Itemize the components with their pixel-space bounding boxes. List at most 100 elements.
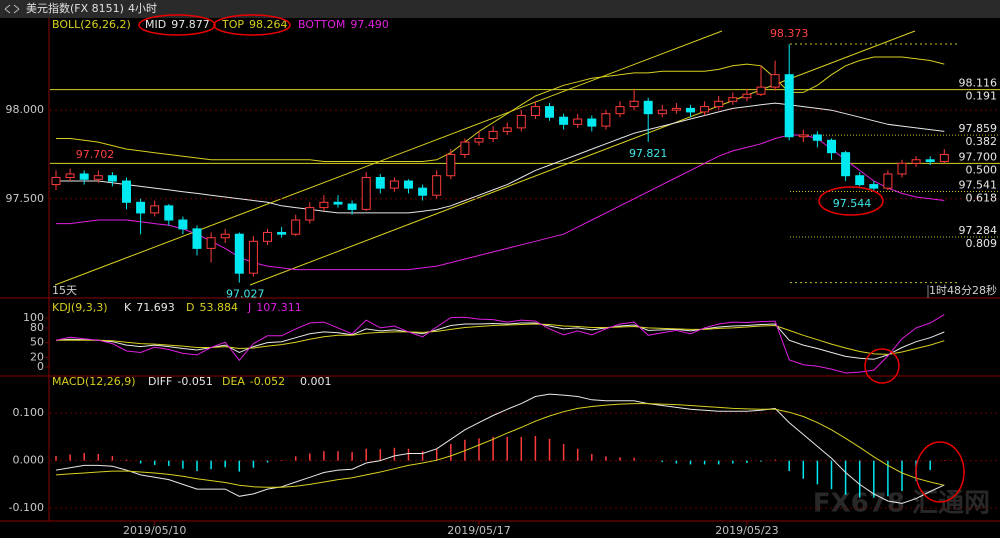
legend-value: 71.693 bbox=[136, 301, 175, 314]
indicator-line bbox=[55, 393, 945, 504]
legend-entry: MID 97.877 bbox=[145, 18, 210, 31]
candle-body bbox=[404, 180, 413, 189]
candle-body bbox=[671, 107, 681, 111]
legend-value: 53.884 bbox=[199, 301, 238, 314]
legend-name: J bbox=[247, 301, 251, 314]
candle-body bbox=[756, 86, 766, 95]
candle-body bbox=[220, 233, 230, 239]
candle-body bbox=[516, 114, 526, 129]
legend-entry: DEA -0.052 bbox=[222, 375, 285, 388]
price-annotation: 97.821 bbox=[629, 147, 668, 160]
legend-value: 97.490 bbox=[350, 18, 389, 31]
period[interactable]: 4小时 bbox=[128, 2, 157, 15]
candle-body bbox=[206, 237, 216, 249]
fib-value: 97.859 bbox=[959, 122, 998, 135]
indicator-line bbox=[55, 403, 945, 488]
fib-ratio: 0.809 bbox=[966, 237, 998, 250]
trend-channel bbox=[249, 30, 916, 286]
price-annotation: 97.544 bbox=[833, 197, 872, 210]
legend-entry: BOTTOM 97.490 bbox=[298, 18, 389, 31]
x-tick-label: 2019/05/23 bbox=[715, 524, 778, 537]
candle-body bbox=[136, 201, 146, 214]
candle-body bbox=[432, 175, 442, 196]
candle-body bbox=[375, 176, 385, 189]
legend-entry: K 71.693 bbox=[124, 301, 175, 314]
candle-body bbox=[643, 100, 653, 115]
fib-ratio: 0.191 bbox=[966, 90, 998, 103]
legend-entry: DIFF -0.051 bbox=[148, 375, 213, 388]
fib-ratio: 0.382 bbox=[966, 135, 998, 148]
candle-body bbox=[784, 74, 794, 138]
candle-body bbox=[248, 240, 258, 274]
candle-body bbox=[305, 207, 315, 221]
price-annotation: 97.702 bbox=[76, 148, 115, 161]
highlight bbox=[864, 348, 900, 384]
candle-body bbox=[827, 139, 836, 154]
candle-body bbox=[502, 127, 512, 132]
candle-body bbox=[361, 176, 371, 210]
candle-body bbox=[107, 175, 117, 182]
legend-value: 107.311 bbox=[256, 301, 302, 314]
indicator-line bbox=[56, 102, 945, 214]
candle-body bbox=[629, 100, 639, 108]
highlight bbox=[138, 14, 216, 36]
period-note: 15天 bbox=[52, 284, 77, 297]
legend-entry: J 107.311 bbox=[247, 301, 302, 314]
candle-body bbox=[911, 159, 921, 164]
fib-ratio: 0.500 bbox=[966, 163, 998, 176]
candle-body bbox=[460, 141, 470, 155]
y-tick-label: 0 bbox=[37, 360, 44, 373]
candle-body bbox=[291, 219, 301, 235]
legend-name: D bbox=[186, 301, 194, 314]
candle-body bbox=[234, 233, 244, 274]
legend-entry: TOP 98.264 bbox=[221, 18, 288, 31]
legend-value: 0.001 bbox=[300, 375, 332, 388]
candle-body bbox=[559, 116, 569, 125]
price-annotation: 98.373 bbox=[770, 27, 809, 40]
symbol: 美元指数(FX 8151) bbox=[26, 1, 124, 15]
candle-body bbox=[798, 134, 808, 138]
legend-value: 97.877 bbox=[171, 18, 210, 31]
candle-body bbox=[812, 134, 822, 141]
fib-value: 97.541 bbox=[959, 178, 998, 191]
nav-icon[interactable] bbox=[4, 4, 20, 14]
indicator-line bbox=[56, 323, 945, 355]
legend-name: K bbox=[124, 301, 132, 314]
watermark: 汇通网 bbox=[912, 489, 990, 519]
candle-body bbox=[418, 187, 428, 196]
fib-value: 98.116 bbox=[959, 77, 998, 90]
indicator-title: BOLL(26,26,2) bbox=[52, 18, 131, 31]
candle-body bbox=[65, 173, 75, 178]
candle-body bbox=[855, 175, 865, 186]
indicator-line bbox=[55, 322, 945, 360]
y-tick-label: 97.500 bbox=[6, 192, 45, 205]
price-annotation: 97.027 bbox=[226, 288, 265, 301]
legend-value: 98.264 bbox=[249, 18, 288, 31]
candle-body bbox=[714, 100, 724, 108]
highlight bbox=[915, 441, 965, 503]
trend-channel bbox=[54, 30, 723, 286]
fib-value: 97.700 bbox=[959, 150, 998, 163]
candle-body bbox=[51, 176, 61, 186]
candle-body bbox=[93, 175, 103, 180]
candle-body bbox=[333, 201, 343, 205]
y-tick-label: 100 bbox=[23, 311, 44, 324]
candle-body bbox=[192, 228, 202, 249]
candle-body bbox=[122, 180, 131, 203]
y-tick-label: 50 bbox=[30, 336, 44, 349]
candle-body bbox=[530, 106, 540, 116]
legend-value: -0.051 bbox=[177, 375, 212, 388]
candle-body bbox=[319, 201, 329, 209]
candle-body bbox=[615, 106, 625, 115]
candle-body bbox=[700, 106, 710, 113]
candle-body bbox=[178, 219, 188, 230]
candle-body bbox=[150, 205, 160, 214]
candle-body bbox=[79, 173, 89, 180]
y-tick-label: 0.100 bbox=[13, 406, 45, 419]
candle-body bbox=[925, 159, 935, 163]
candle-body bbox=[601, 113, 611, 127]
candle-body bbox=[939, 153, 949, 163]
legend-name: DIFF bbox=[148, 375, 172, 388]
legend-value: -0.052 bbox=[250, 375, 285, 388]
